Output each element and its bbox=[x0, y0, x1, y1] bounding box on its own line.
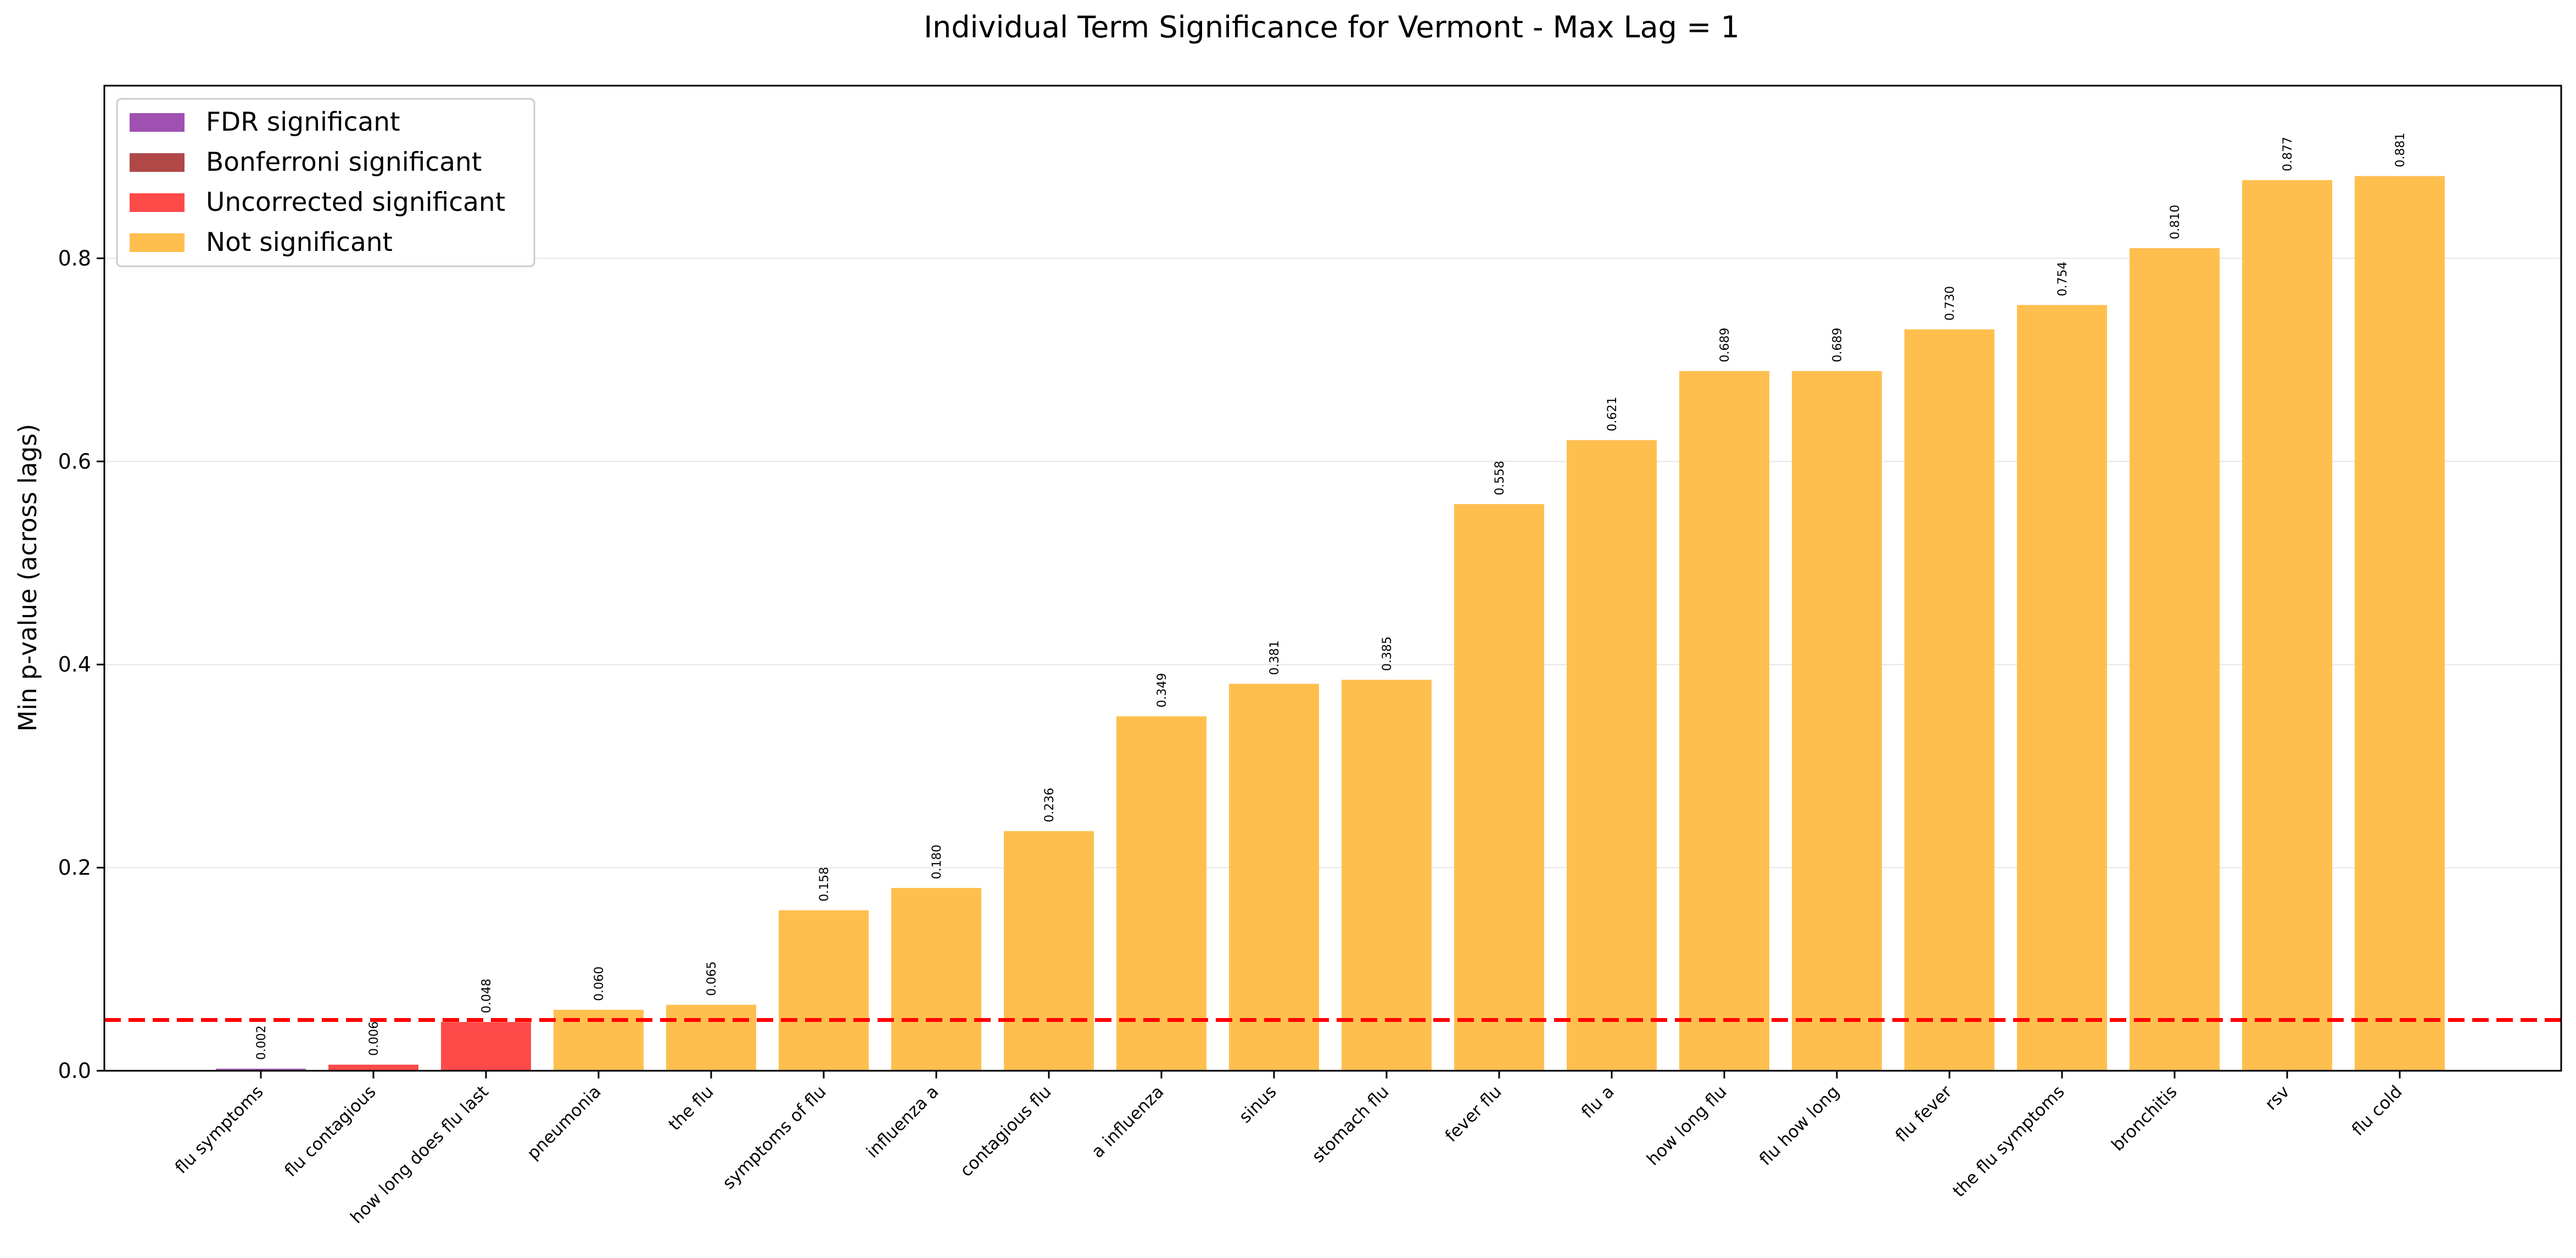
bar bbox=[666, 1004, 756, 1071]
y-tick-label: 0.2 bbox=[58, 856, 91, 880]
bar bbox=[891, 888, 981, 1071]
x-tick-label: how long flu bbox=[1643, 1082, 1731, 1170]
value-label: 0.349 bbox=[1155, 673, 1169, 708]
value-label: 0.385 bbox=[1381, 636, 1394, 671]
value-label: 0.754 bbox=[2056, 262, 2070, 297]
bar bbox=[441, 1022, 531, 1071]
legend-label: Bonferroni significant bbox=[206, 147, 482, 177]
value-label: 0.810 bbox=[2169, 205, 2182, 239]
x-tick-label: rsv bbox=[2261, 1082, 2294, 1114]
bar bbox=[2130, 248, 2220, 1071]
value-label: 0.621 bbox=[1606, 396, 1619, 431]
value-label: 0.002 bbox=[255, 1025, 269, 1060]
x-tick-label: stomach flu bbox=[1308, 1082, 1393, 1166]
legend-label: FDR significant bbox=[206, 107, 400, 137]
x-tick-label: flu contagious bbox=[281, 1082, 379, 1181]
y-tick-label: 0.4 bbox=[58, 652, 91, 676]
x-tick-label: a influenza bbox=[1088, 1082, 1168, 1162]
y-tick-label: 0.8 bbox=[58, 246, 91, 270]
value-label: 0.689 bbox=[1831, 328, 1845, 362]
bar bbox=[216, 1069, 306, 1071]
chart-title: Individual Term Significance for Vermont… bbox=[924, 10, 1740, 44]
value-label: 0.730 bbox=[1943, 286, 1957, 321]
x-tick-label: flu cold bbox=[2348, 1082, 2406, 1140]
bar bbox=[779, 910, 869, 1071]
value-label: 0.065 bbox=[705, 961, 719, 996]
bar bbox=[1116, 716, 1206, 1071]
value-label: 0.558 bbox=[1493, 461, 1507, 495]
x-tick-label: fever flu bbox=[1441, 1082, 1506, 1146]
value-label: 0.881 bbox=[2394, 133, 2407, 167]
x-tick-label: influenza a bbox=[863, 1082, 943, 1162]
x-tick-label: sinus bbox=[1235, 1082, 1280, 1127]
x-tick-label: the flu symptoms bbox=[1949, 1082, 2069, 1201]
y-axis-label: Min p-value (across lags) bbox=[13, 424, 42, 732]
legend-box bbox=[116, 98, 535, 267]
value-label: 0.158 bbox=[818, 867, 831, 902]
x-tick-label: flu how long bbox=[1756, 1082, 1843, 1170]
bar bbox=[1342, 679, 1432, 1071]
value-label: 0.877 bbox=[2281, 137, 2295, 171]
x-tick-label: flu symptoms bbox=[171, 1082, 267, 1178]
value-label: 0.048 bbox=[480, 979, 494, 1013]
bar bbox=[1679, 371, 1769, 1071]
legend-swatch bbox=[130, 233, 185, 252]
x-tick-label: pneumonia bbox=[523, 1082, 605, 1164]
y-axis-ticks: 0.0 0.2 0.4 0.6 0.8 bbox=[58, 246, 104, 1083]
bar bbox=[1567, 440, 1657, 1071]
bar bbox=[2355, 176, 2445, 1071]
x-tick-label: flu fever bbox=[1892, 1082, 1956, 1146]
bar bbox=[1454, 504, 1544, 1071]
plot-frame bbox=[103, 85, 2562, 1072]
value-label: 0.689 bbox=[1718, 328, 1732, 362]
x-tick-label: bronchitis bbox=[2108, 1082, 2181, 1155]
bar bbox=[2242, 180, 2332, 1071]
legend-swatch bbox=[130, 153, 185, 172]
legend-label: Uncorrected significant bbox=[206, 187, 505, 217]
legend: FDR significant Bonferroni significant Unc… bbox=[116, 98, 535, 267]
bar bbox=[328, 1064, 418, 1071]
bar bbox=[1792, 371, 1882, 1071]
value-label: 0.006 bbox=[367, 1021, 381, 1056]
x-tick-label: the flu bbox=[665, 1082, 718, 1134]
bar bbox=[1229, 684, 1319, 1071]
legend-swatch bbox=[130, 113, 185, 132]
value-label: 0.381 bbox=[1268, 640, 1282, 675]
y-tick-label: 0.0 bbox=[58, 1059, 91, 1083]
bar bbox=[1904, 329, 1994, 1071]
value-label: 0.180 bbox=[930, 845, 944, 879]
value-labels: 0.002 0.006 0.048 0.060 0.065 0.158 0.180 0.236… bbox=[255, 133, 2407, 1060]
bar bbox=[1004, 831, 1094, 1071]
bars bbox=[216, 176, 2445, 1071]
value-label: 0.236 bbox=[1043, 788, 1057, 823]
x-tick-label: contagious flu bbox=[956, 1082, 1055, 1181]
x-tick-label: flu a bbox=[1578, 1082, 1618, 1122]
bar bbox=[2017, 305, 2107, 1071]
x-tick-label: symptoms of flu bbox=[719, 1082, 830, 1193]
value-label: 0.060 bbox=[593, 966, 606, 1001]
legend-swatch bbox=[130, 193, 185, 212]
legend-label: Not significant bbox=[206, 227, 393, 258]
y-tick-label: 0.6 bbox=[58, 449, 91, 473]
